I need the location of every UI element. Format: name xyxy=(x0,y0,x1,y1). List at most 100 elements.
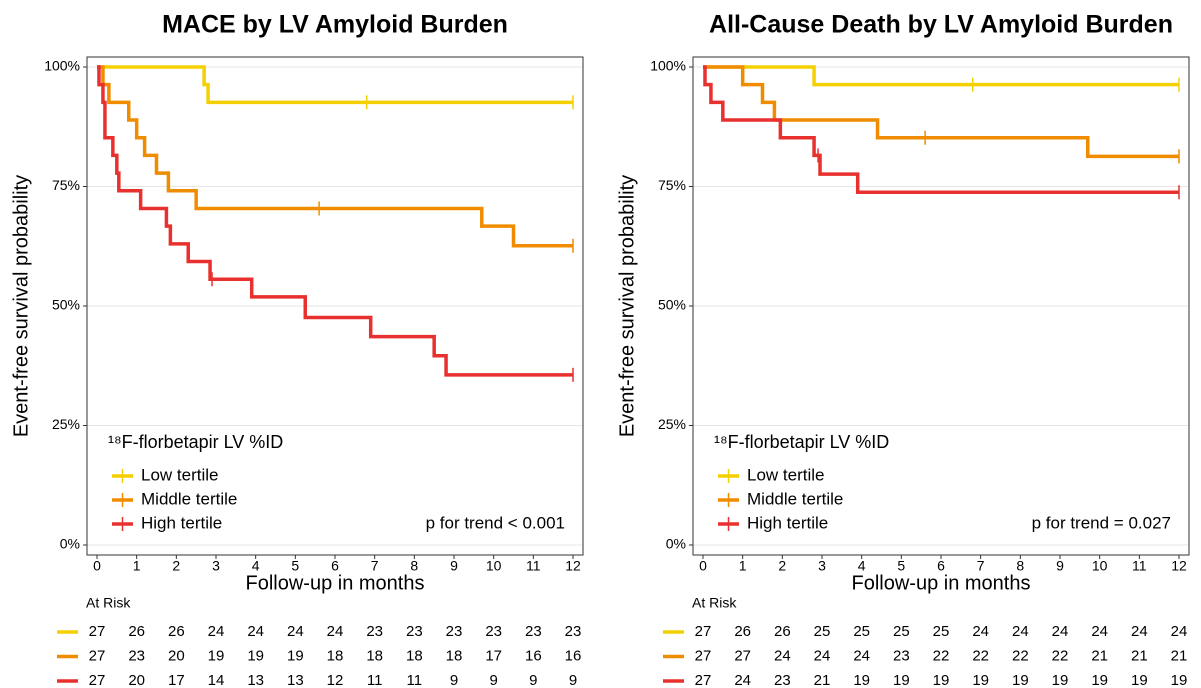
y-tick-label: 25% xyxy=(52,416,80,432)
x-tick-label: 10 xyxy=(486,558,502,574)
at-risk-count: 19 xyxy=(208,647,225,664)
at-risk-count: 24 xyxy=(327,623,344,640)
at-risk-count: 27 xyxy=(734,647,751,664)
at-risk-count: 27 xyxy=(89,623,106,640)
at-risk-count: 23 xyxy=(774,672,791,688)
at-risk-count: 26 xyxy=(128,623,145,640)
at-risk-count: 24 xyxy=(1171,623,1188,640)
at-risk-count: 19 xyxy=(1052,672,1069,688)
annotation: p for trend < 0.001 xyxy=(426,513,565,532)
legend-label: Low tertile xyxy=(747,465,824,484)
at-risk-count: 27 xyxy=(89,672,106,688)
x-tick-label: 4 xyxy=(252,558,260,574)
at-risk-count: 25 xyxy=(933,623,950,640)
at-risk-count: 16 xyxy=(525,647,542,664)
x-tick-label: 12 xyxy=(565,558,581,574)
at-risk-count: 25 xyxy=(814,623,831,640)
at-risk-count: 24 xyxy=(1131,623,1148,640)
survival-curve xyxy=(703,65,1179,194)
at-risk-count: 23 xyxy=(485,623,502,640)
y-axis-label: Event-free survival probability xyxy=(10,175,32,437)
x-tick-label: 9 xyxy=(1056,558,1064,574)
plot-frame xyxy=(692,56,1190,556)
at-risk-count: 19 xyxy=(972,672,989,688)
y-tick-label: 50% xyxy=(52,297,80,313)
at-risk-count: 9 xyxy=(489,672,497,688)
chart-title: All-Cause Death by LV Amyloid Burden xyxy=(709,11,1173,39)
at-risk-count: 9 xyxy=(529,672,537,688)
legend-label: Middle tertile xyxy=(747,489,843,508)
at-risk-count: 11 xyxy=(367,672,383,688)
x-tick-label: 7 xyxy=(371,558,379,574)
x-tick-label: 11 xyxy=(526,558,541,574)
at-risk-count: 23 xyxy=(893,647,910,664)
at-risk-count: 24 xyxy=(734,672,751,688)
x-axis-label: Follow-up in months xyxy=(852,572,1031,594)
x-tick-label: 1 xyxy=(739,558,747,574)
at-risk-count: 27 xyxy=(695,672,712,688)
at-risk-count: 27 xyxy=(695,647,712,664)
x-tick-label: 11 xyxy=(1132,558,1147,574)
at-risk-count: 20 xyxy=(128,672,145,688)
plot-frame xyxy=(86,56,584,556)
at-risk-count: 19 xyxy=(853,672,870,688)
x-tick-label: 6 xyxy=(331,558,339,574)
x-tick-label: 2 xyxy=(172,558,180,574)
chart-title: MACE by LV Amyloid Burden xyxy=(162,11,508,39)
at-risk-count: 12 xyxy=(327,672,344,688)
at-risk-count: 19 xyxy=(1091,672,1108,688)
x-tick-label: 5 xyxy=(291,558,299,574)
at-risk-count: 23 xyxy=(128,647,145,664)
at-risk-count: 24 xyxy=(814,647,831,664)
x-tick-label: 3 xyxy=(212,558,220,574)
at-risk-count: 18 xyxy=(406,647,423,664)
at-risk-count: 23 xyxy=(525,623,542,640)
x-tick-label: 6 xyxy=(937,558,945,574)
x-tick-label: 10 xyxy=(1092,558,1108,574)
at-risk-count: 22 xyxy=(1012,647,1029,664)
at-risk-count: 23 xyxy=(565,623,582,640)
legend-title: ¹⁸F-florbetapir LV %ID xyxy=(108,432,283,452)
survival-curve xyxy=(703,65,1179,87)
y-tick-label: 75% xyxy=(52,177,80,193)
at-risk-count: 24 xyxy=(208,623,225,640)
at-risk-count: 24 xyxy=(287,623,304,640)
y-tick-label: 50% xyxy=(658,297,686,313)
at-risk-count: 24 xyxy=(1012,623,1029,640)
at-risk-count: 19 xyxy=(1131,672,1148,688)
at-risk-count: 16 xyxy=(565,647,582,664)
at-risk-count: 25 xyxy=(853,623,870,640)
at-risk-count: 17 xyxy=(168,672,185,688)
y-tick-label: 100% xyxy=(44,58,80,74)
x-tick-label: 5 xyxy=(897,558,905,574)
at-risk-count: 21 xyxy=(1171,647,1188,664)
x-tick-label: 12 xyxy=(1171,558,1187,574)
at-risk-count: 24 xyxy=(1052,623,1069,640)
at-risk-count: 18 xyxy=(327,647,344,664)
at-risk-label: At Risk xyxy=(86,595,131,611)
at-risk-label: At Risk xyxy=(692,595,737,611)
legend-label: High tertile xyxy=(747,513,828,532)
y-tick-label: 0% xyxy=(60,536,80,552)
survival-curve xyxy=(97,65,573,248)
at-risk-count: 25 xyxy=(893,623,910,640)
x-tick-label: 2 xyxy=(778,558,786,574)
at-risk-count: 9 xyxy=(450,672,458,688)
survival-curve xyxy=(97,65,573,105)
y-tick-label: 25% xyxy=(658,416,686,432)
at-risk-count: 22 xyxy=(972,647,989,664)
x-tick-label: 0 xyxy=(93,558,101,574)
x-tick-label: 0 xyxy=(699,558,707,574)
at-risk-count: 20 xyxy=(168,647,185,664)
at-risk-count: 11 xyxy=(407,672,423,688)
at-risk-count: 23 xyxy=(366,623,383,640)
legend-title: ¹⁸F-florbetapir LV %ID xyxy=(714,432,889,452)
at-risk-count: 24 xyxy=(774,647,791,664)
at-risk-count: 19 xyxy=(1171,672,1188,688)
at-risk-count: 14 xyxy=(208,672,225,688)
at-risk-count: 26 xyxy=(168,623,185,640)
at-risk-count: 22 xyxy=(1052,647,1069,664)
legend-label: High tertile xyxy=(141,513,222,532)
at-risk-count: 19 xyxy=(287,647,304,664)
